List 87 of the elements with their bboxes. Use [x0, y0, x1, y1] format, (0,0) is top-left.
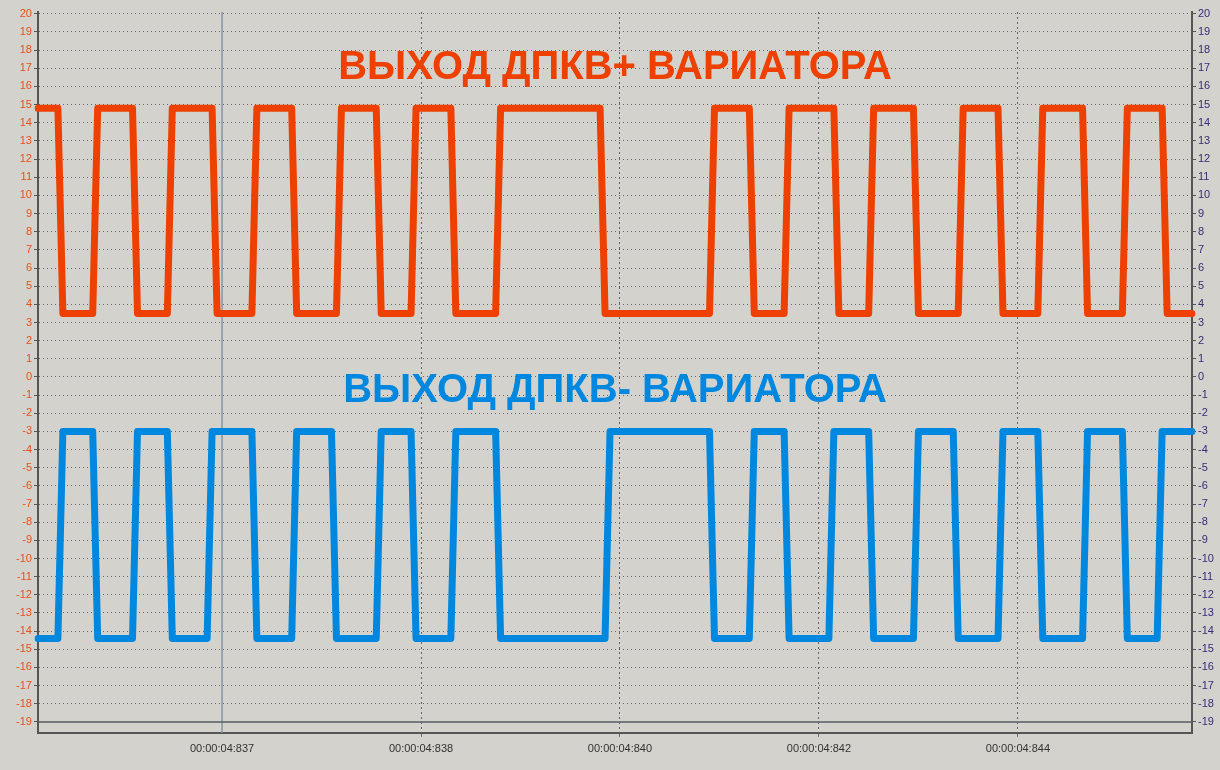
y2-tick-label: -11: [1198, 569, 1214, 582]
y-tick-label: -17: [16, 678, 32, 691]
y-tick-label: -14: [16, 624, 32, 637]
y-tick-label: 13: [19, 133, 32, 146]
y-tick-label: -3: [22, 424, 32, 437]
y2-tick-label: 3: [1198, 315, 1205, 328]
y2-tick-label: 5: [1198, 279, 1205, 292]
y-tick-label: -19: [16, 714, 32, 727]
y2-tick-label: 15: [1198, 97, 1211, 110]
y2-tick-label: -7: [1198, 497, 1208, 510]
y-tick-label: -2: [22, 406, 32, 419]
y2-tick-label: -12: [1198, 587, 1214, 600]
y-tick-label: -6: [22, 478, 32, 491]
y2-tick-label: -4: [1198, 442, 1208, 455]
y-tick-label: -7: [22, 497, 32, 510]
y2-tick-label: -2: [1198, 406, 1208, 419]
y-tick-label: -8: [22, 515, 32, 528]
y2-tick-label: 10: [1198, 188, 1211, 201]
y-tick-label: 15: [19, 97, 32, 110]
y2-tick-label: 11: [1198, 170, 1210, 183]
y2-tick-label: -17: [1198, 678, 1214, 691]
y2-tick-label: -6: [1198, 478, 1208, 491]
y2-tick-label: 14: [1198, 115, 1211, 128]
y-tick-label: 16: [19, 79, 32, 92]
y-tick-label: -15: [16, 642, 32, 655]
x-tick-label: 00:00:04:837: [189, 742, 255, 755]
y-tick-label: 14: [19, 115, 32, 128]
y-tick-label: 9: [25, 206, 32, 219]
y2-tick-label: 17: [1198, 61, 1211, 74]
y2-tick-label: -3: [1198, 424, 1208, 437]
y-tick-label: -5: [22, 460, 32, 473]
y-tick-label: -4: [22, 442, 32, 455]
y2-tick-label: -15: [1198, 642, 1214, 655]
y-tick-label: 20: [19, 6, 32, 19]
y-tick-label: -16: [16, 660, 32, 673]
y2-tick-label: 4: [1198, 297, 1205, 310]
y-tick-label: 19: [19, 25, 32, 37]
y2-tick-label: 0: [1198, 369, 1205, 382]
series-label: ВЫХОД ДПКВ- ВАРИАТОРА: [343, 366, 887, 411]
y2-tick-label: 20: [1198, 6, 1211, 19]
y-tick-label: 3: [25, 315, 32, 328]
y-tick-label: 4: [25, 297, 32, 310]
y-tick-label: -9: [22, 533, 32, 546]
y2-tick-label: 9: [1198, 206, 1205, 219]
y-tick-label: 11: [20, 170, 32, 183]
y2-tick-label: 13: [1198, 133, 1211, 146]
x-tick-label: 00:00:04:844: [985, 742, 1051, 755]
y2-tick-label: 19: [1198, 25, 1211, 37]
y2-tick-label: -18: [1198, 696, 1214, 709]
y-tick-label: 8: [25, 224, 32, 237]
y2-tick-label: -5: [1198, 460, 1208, 473]
y2-tick-label: 8: [1198, 224, 1205, 237]
y-tick-label: 6: [25, 261, 32, 274]
x-tick-label: 00:00:04:842: [786, 742, 852, 755]
y2-tick-label: 2: [1198, 333, 1205, 346]
y-tick-label: -11: [16, 569, 32, 582]
y2-tick-label: -9: [1198, 533, 1208, 546]
y-tick-label: 17: [19, 61, 32, 74]
y-tick-label: 2: [25, 333, 32, 346]
y-tick-label: -13: [16, 606, 32, 618]
y-tick-label: -1: [22, 388, 32, 401]
y-tick-label: 10: [19, 188, 32, 201]
y2-tick-label: -16: [1198, 660, 1214, 673]
y2-tick-label: -14: [1198, 624, 1214, 637]
y-tick-label: -12: [16, 587, 32, 600]
y2-tick-label: -19: [1198, 714, 1214, 727]
x-tick-label: 00:00:04:840: [587, 742, 653, 755]
y2-tick-label: 18: [1198, 43, 1211, 56]
y-tick-label: 12: [19, 152, 32, 165]
y2-tick-label: 6: [1198, 261, 1205, 274]
x-tick-label: 00:00:04:838: [388, 742, 454, 755]
series-label: ВЫХОД ДПКВ+ ВАРИАТОРА: [338, 43, 892, 88]
y-tick-label: 18: [19, 43, 32, 56]
y2-tick-label: -10: [1198, 551, 1214, 564]
y-tick-label: 1: [25, 351, 32, 364]
y-tick-label: -18: [16, 696, 32, 709]
y-tick-label: 0: [25, 369, 32, 382]
y2-tick-label: -13: [1198, 606, 1214, 618]
y2-tick-label: -1: [1198, 388, 1208, 401]
y-tick-label: 7: [25, 242, 32, 255]
y2-tick-label: 7: [1198, 242, 1205, 255]
y2-tick-label: 1: [1198, 351, 1205, 364]
y2-tick-label: -8: [1198, 515, 1208, 528]
y2-tick-label: 16: [1198, 79, 1211, 92]
y-tick-label: 5: [25, 279, 32, 292]
y2-tick-label: 12: [1198, 152, 1211, 165]
y-tick-label: -10: [16, 551, 32, 564]
